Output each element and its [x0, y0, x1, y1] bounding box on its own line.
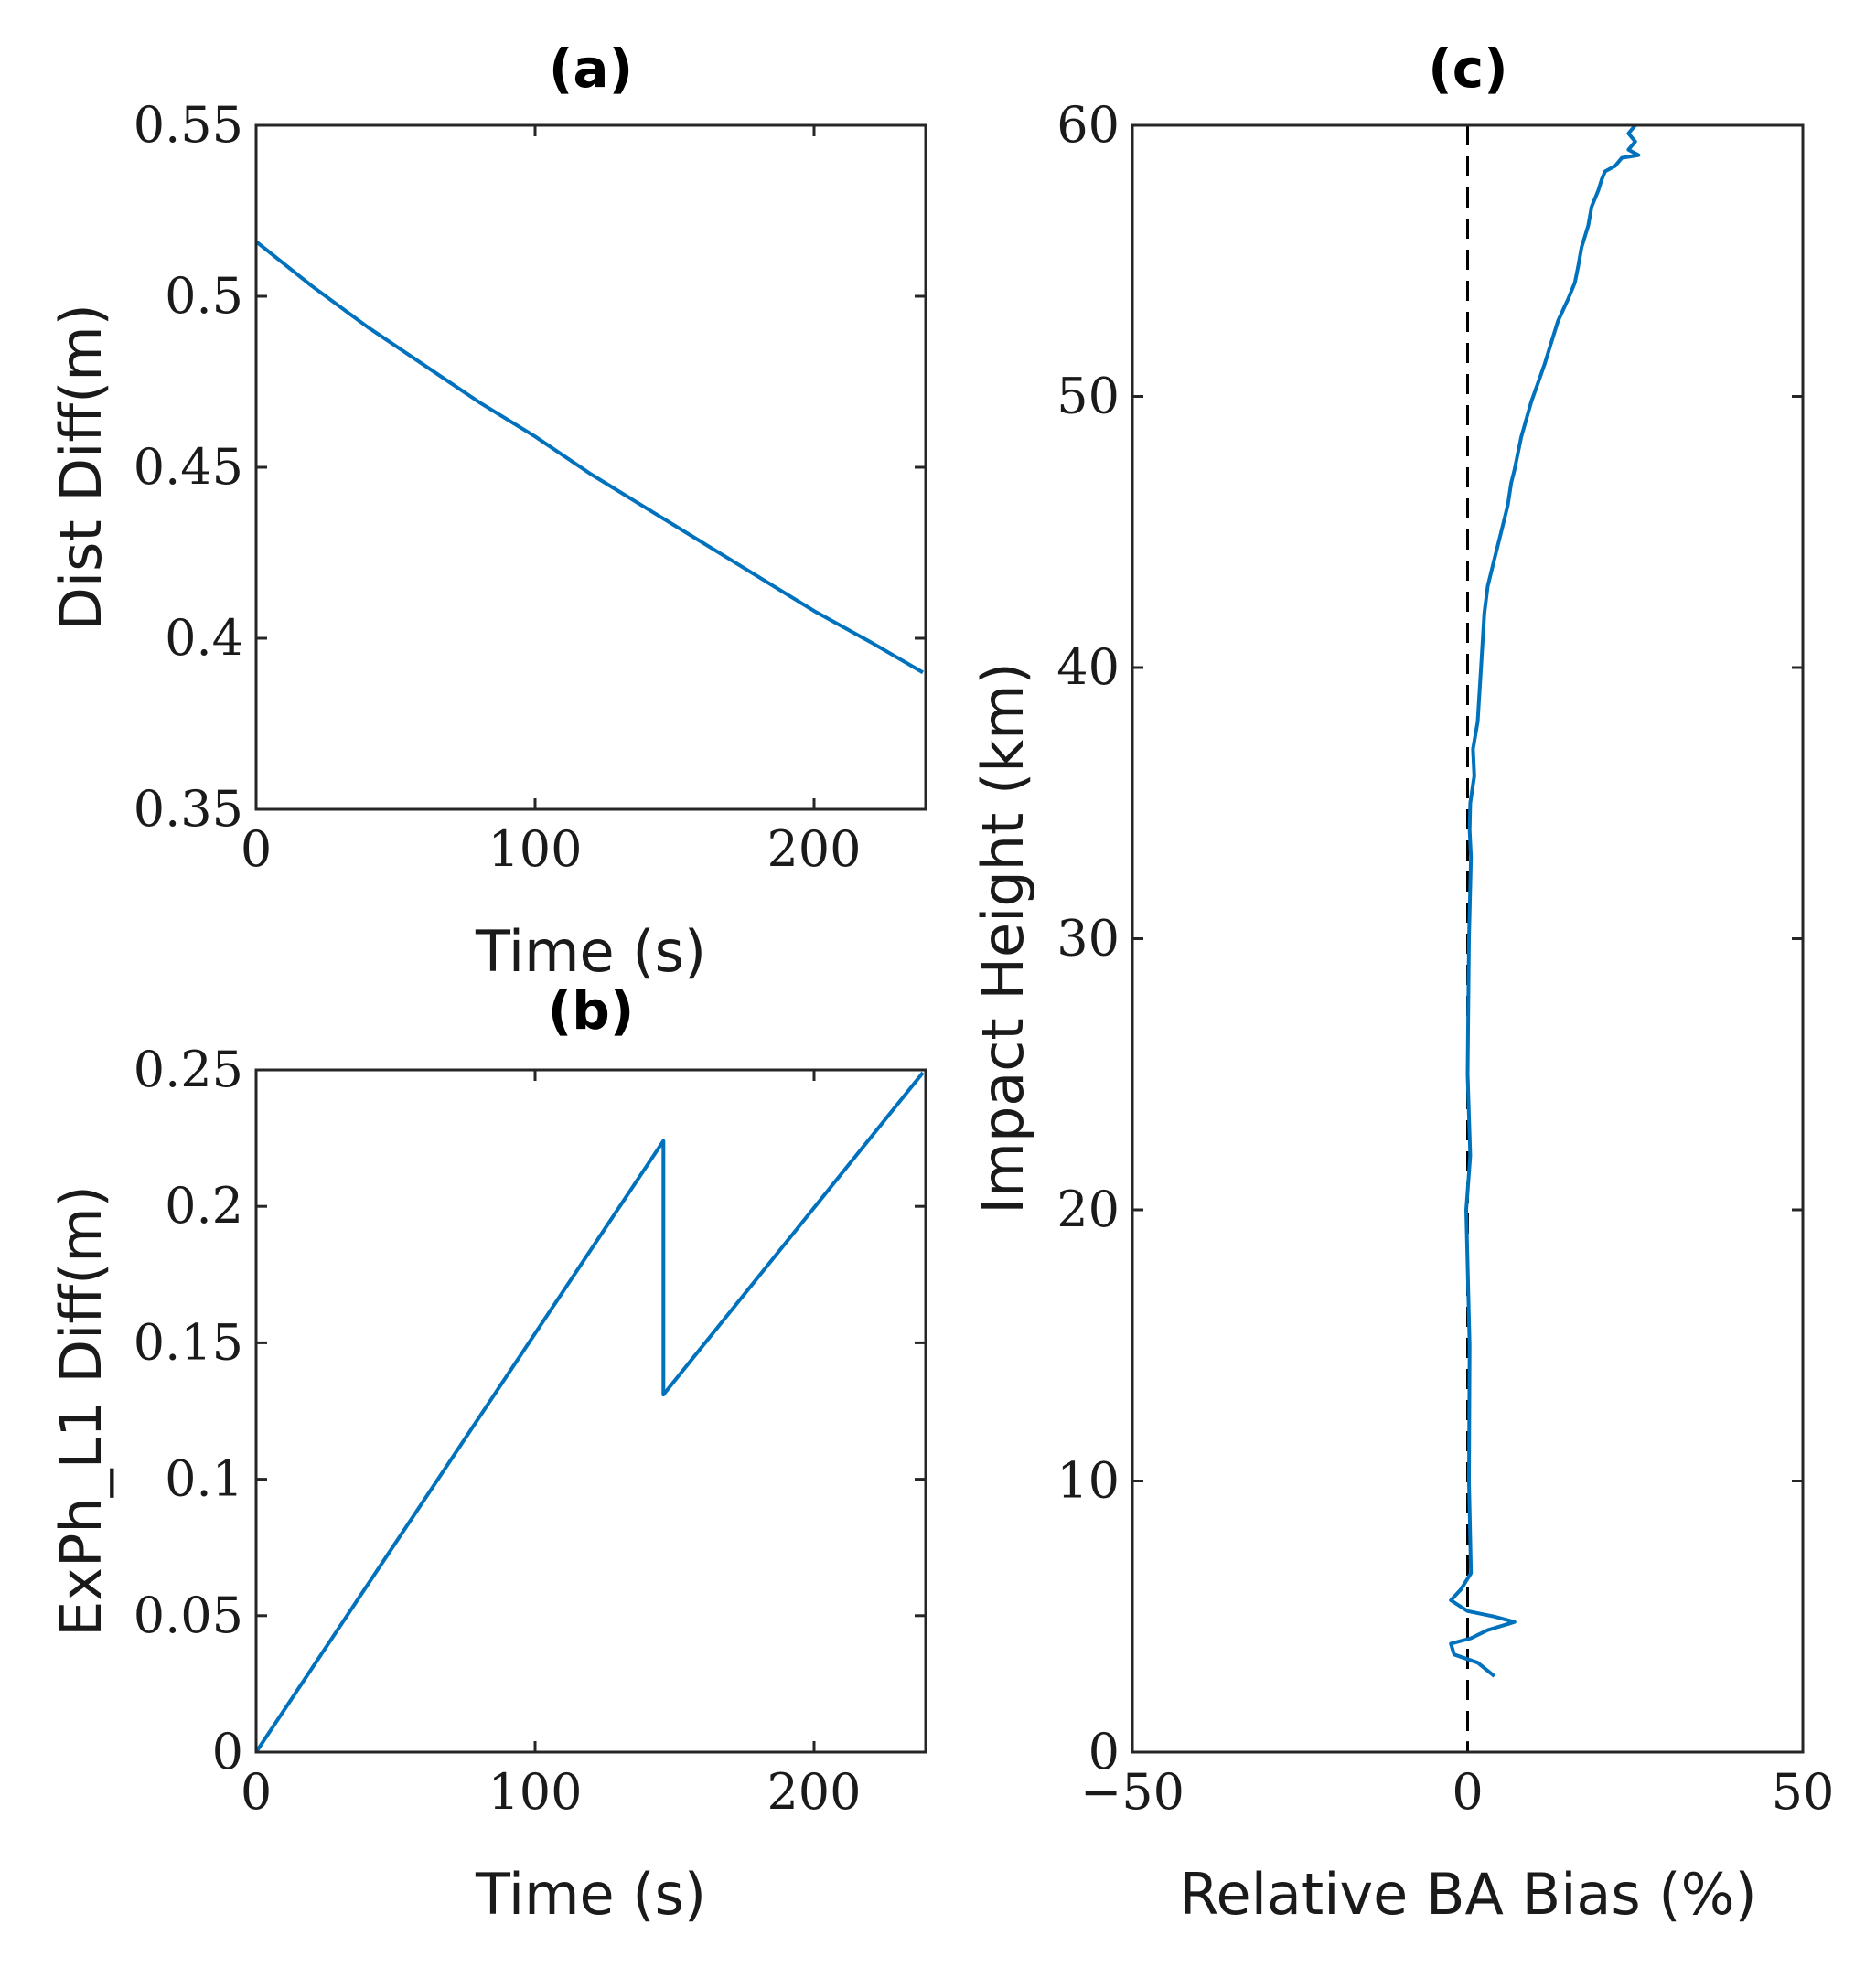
- panel-c-ytick-label: 10: [1056, 1452, 1120, 1510]
- panel-a-tick-labels: 0 100 200 0.35 0.4 0.45 0.5 0.55: [134, 96, 862, 878]
- panel-c-title: (c): [1428, 37, 1507, 100]
- panel-c-xlabel: Relative BA Bias (%): [1179, 1861, 1756, 1928]
- panel-b-tick-labels: 0 100 200 0 0.05 0.1 0.15 0.2 0.25: [134, 1041, 862, 1821]
- panel-a-ylabel: Dist Diff(m): [48, 304, 114, 631]
- panel-a-frame: [254, 123, 927, 811]
- panel-a-xlabel: Time (s): [475, 918, 706, 985]
- panel-a-xtick-label: 100: [488, 820, 582, 878]
- panel-c-ytick-label: 30: [1056, 910, 1120, 967]
- panel-a-title: (a): [549, 37, 633, 100]
- panel-c-ytick-label: 60: [1056, 96, 1120, 154]
- panel-a-series-line: [254, 240, 925, 675]
- panel-c-series-line: [1449, 123, 1641, 1678]
- panel-b-tick-marks: [254, 1068, 926, 1754]
- panel-c-ytick-label: 0: [1088, 1723, 1120, 1780]
- panel-c-ylabel: Impact Height (km): [970, 662, 1036, 1213]
- panel-b-ylabel: ExPh_L1 Diff(m): [48, 1185, 114, 1637]
- panel-b-ytick-label: 0.25: [134, 1041, 243, 1098]
- panel-b-frame: [254, 1068, 927, 1754]
- panel-c-ytick-label: 40: [1056, 638, 1120, 696]
- panel-a-xtick-label: 0: [241, 820, 272, 878]
- panel-c-ytick-label: 20: [1056, 1181, 1120, 1238]
- panel-b-ytick-label: 0.2: [165, 1177, 243, 1235]
- panel-a: (a) 0 100 200 0.35 0.4 0.45 0.5 0.55 Time (s) D…: [48, 37, 927, 985]
- panel-b-ytick-label: 0: [212, 1723, 243, 1780]
- panel-b-xtick-label: 0: [241, 1763, 272, 1821]
- panel-c-ytick-label: 50: [1056, 368, 1120, 425]
- panel-a-ytick-label: 0.4: [165, 609, 243, 667]
- panel-c-xtick-label: 0: [1452, 1763, 1483, 1821]
- panel-b-xlabel: Time (s): [475, 1861, 706, 1928]
- panel-b-xtick-label: 200: [766, 1763, 861, 1821]
- panel-c-xtick-label: 50: [1772, 1763, 1835, 1821]
- panel-b-series-line: [254, 1071, 925, 1754]
- panel-a-xtick-label: 200: [766, 820, 861, 878]
- panel-a-ytick-label: 0.35: [134, 780, 243, 838]
- panel-a-ytick-label: 0.55: [134, 96, 243, 154]
- panel-b-ytick-label: 0.05: [134, 1587, 243, 1644]
- panel-b-xtick-label: 100: [488, 1763, 582, 1821]
- panel-c-frame: [1131, 123, 1805, 1754]
- panel-a-ytick-label: 0.5: [165, 267, 243, 325]
- panel-c-xtick-label: −50: [1080, 1763, 1185, 1821]
- panel-b-ytick-label: 0.1: [165, 1450, 243, 1508]
- panel-b-title: (b): [548, 979, 635, 1042]
- panel-a-tick-marks: [254, 123, 926, 811]
- panel-b-ytick-label: 0.15: [134, 1313, 243, 1371]
- panel-a-ytick-label: 0.45: [134, 438, 243, 496]
